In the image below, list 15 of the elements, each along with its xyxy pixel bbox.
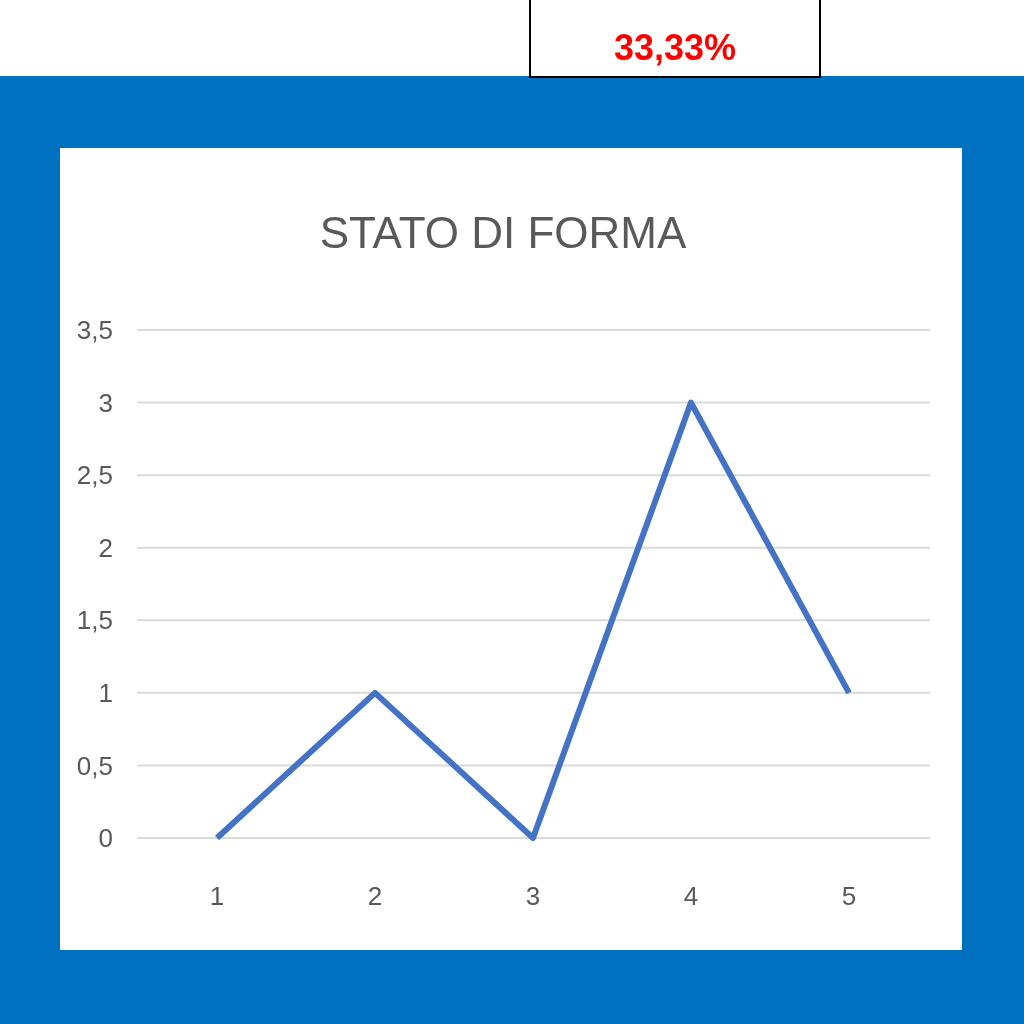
y-tick-label: 0,5 <box>76 750 113 781</box>
y-tick-label: 3,5 <box>76 315 113 346</box>
y-tick-label: 2,5 <box>76 460 113 491</box>
y-tick-label: 1,5 <box>76 605 113 636</box>
x-tick-label: 5 <box>841 881 857 911</box>
y-tick-label: 1 <box>98 677 113 708</box>
x-tick-label: 1 <box>209 881 225 911</box>
x-tick-label: 4 <box>683 881 699 911</box>
y-tick-label: 0 <box>98 823 113 854</box>
y-tick-label: 3 <box>98 387 113 418</box>
x-tick-label: 2 <box>367 881 383 911</box>
x-tick-label: 3 <box>525 881 541 911</box>
text: 33,33% <box>613 27 737 68</box>
chart-title: STATO DI FORMA <box>319 208 687 257</box>
y-tick-label: 2 <box>98 532 113 563</box>
